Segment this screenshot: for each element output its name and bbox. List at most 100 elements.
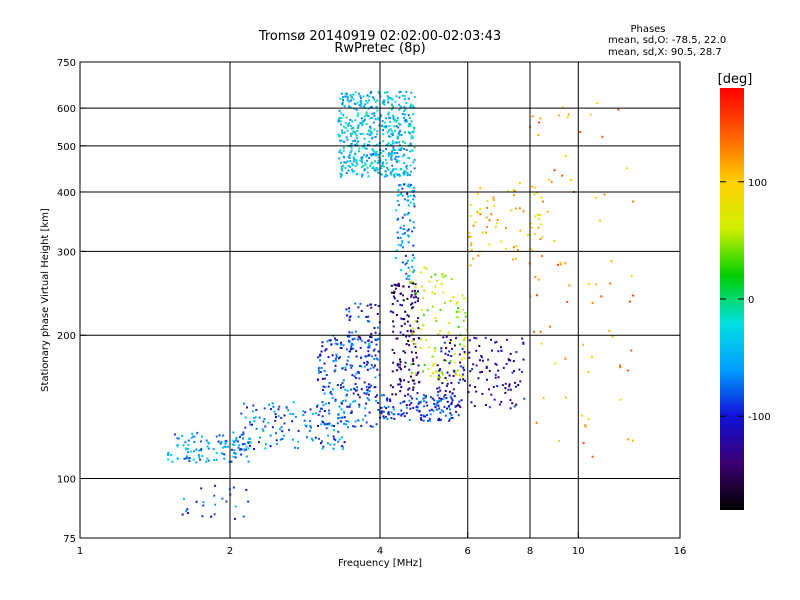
echo-point (309, 425, 312, 427)
colorbar-tick-label: 100 (748, 178, 767, 189)
echo-point (486, 226, 488, 228)
echo-point (408, 403, 411, 406)
echo-point (415, 292, 418, 295)
echo-point (416, 372, 419, 375)
echo-point (398, 108, 401, 111)
echo-point (255, 427, 258, 430)
echo-point (402, 299, 405, 302)
echo-point (236, 440, 239, 443)
echo-point (513, 370, 516, 372)
echo-point (374, 135, 377, 138)
echo-point (366, 171, 369, 174)
echo-point (448, 419, 451, 422)
echo-point (459, 365, 462, 368)
echo-point (356, 142, 358, 145)
echo-point (198, 449, 201, 452)
echo-point (361, 340, 363, 342)
echo-point (386, 166, 389, 169)
echo-point (487, 388, 490, 391)
echo-point (389, 400, 392, 403)
echo-point (411, 104, 414, 107)
echo-point (395, 158, 398, 161)
echo-point (270, 408, 272, 411)
echo-point (271, 426, 274, 429)
echo-point (408, 399, 411, 402)
echo-point (244, 416, 247, 419)
echo-point (587, 418, 590, 421)
echo-point (436, 279, 438, 282)
echo-point (310, 426, 312, 429)
echo-point (407, 380, 410, 383)
echo-point (348, 316, 351, 319)
echo-point (418, 380, 421, 383)
echo-point (433, 403, 436, 405)
echo-point (377, 153, 380, 156)
echo-point (444, 352, 447, 355)
echo-point (376, 313, 379, 315)
echo-point (350, 388, 353, 391)
echo-point (413, 158, 416, 161)
echo-point (348, 350, 351, 353)
echo-point (360, 388, 363, 391)
echo-point (187, 451, 189, 454)
echo-point (363, 361, 366, 364)
echo-point (383, 405, 386, 408)
echo-point (393, 173, 396, 176)
echo-point (317, 356, 320, 359)
echo-point (414, 301, 417, 304)
echo-point (417, 327, 420, 330)
echo-point (389, 96, 392, 99)
echo-point (240, 448, 243, 451)
echo-point (336, 343, 339, 346)
echo-point (413, 256, 416, 259)
echo-point (403, 173, 405, 176)
echo-point (492, 199, 495, 201)
echo-point (519, 229, 522, 232)
echo-point (403, 147, 406, 150)
echo-point (582, 343, 585, 346)
y-tick-label: 100 (57, 475, 76, 486)
echo-point (354, 91, 357, 94)
echo-point (500, 240, 503, 243)
echo-point (334, 438, 337, 441)
echo-point (505, 338, 508, 341)
echo-point (414, 343, 417, 345)
echo-point (438, 397, 441, 400)
echo-point (345, 363, 348, 366)
echo-point (553, 239, 556, 242)
echo-point (390, 417, 393, 420)
echo-point (469, 370, 472, 373)
echo-point (279, 438, 282, 441)
echo-point (339, 341, 342, 344)
echo-point (451, 417, 454, 419)
echo-point (321, 401, 324, 404)
echo-point (321, 341, 324, 344)
echo-point (434, 347, 437, 350)
echo-point (462, 378, 465, 381)
echo-point (397, 194, 400, 197)
echo-point (320, 366, 323, 369)
echo-point (450, 278, 453, 281)
echo-point (509, 388, 512, 391)
echo-point (512, 189, 515, 192)
echo-point (504, 226, 507, 229)
echo-point (364, 103, 367, 106)
echo-point (481, 231, 484, 234)
echo-point (185, 510, 187, 513)
echo-point (546, 210, 549, 213)
echo-point (374, 364, 376, 367)
echo-point (392, 114, 395, 117)
echo-point (222, 434, 225, 437)
echo-point (279, 428, 282, 431)
echo-point (423, 289, 426, 292)
echo-point (404, 254, 407, 257)
echo-point (424, 396, 427, 399)
echo-point (396, 363, 399, 366)
echo-point (370, 90, 373, 93)
echo-point (199, 440, 202, 443)
echo-point (368, 342, 371, 345)
echo-point (184, 447, 187, 450)
echo-point (167, 458, 170, 461)
echo-point (403, 98, 406, 101)
echo-point (389, 310, 392, 313)
